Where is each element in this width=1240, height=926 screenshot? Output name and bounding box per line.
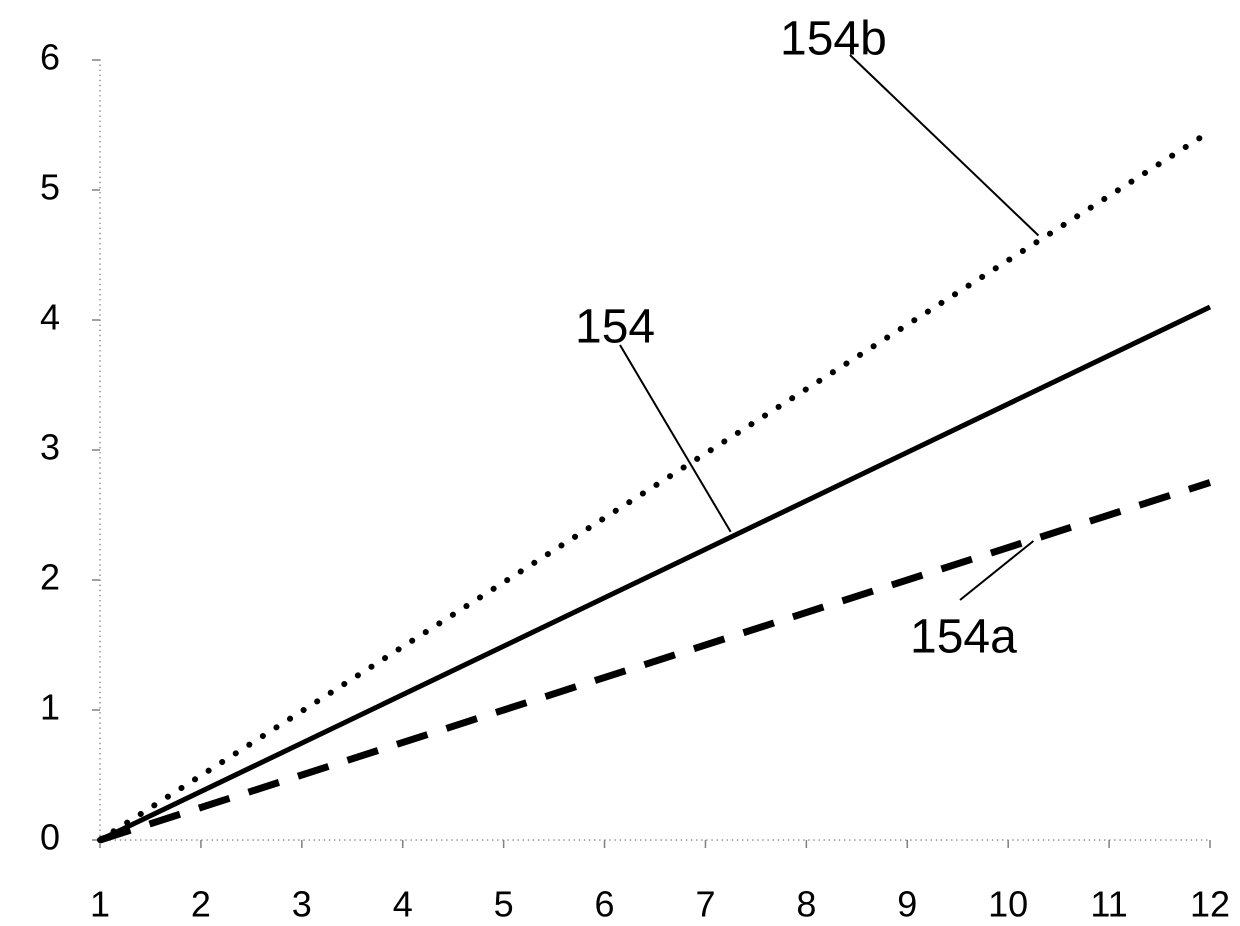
callout-154a-label: 154a — [910, 611, 1017, 664]
x-tick-label: 10 — [988, 883, 1028, 924]
x-tick-label: 12 — [1190, 883, 1230, 924]
x-tick-label: 8 — [796, 883, 816, 924]
y-tick-label: 4 — [40, 297, 60, 338]
chart-background — [0, 0, 1240, 926]
callout-154b-label: 154b — [780, 13, 887, 66]
x-tick-label: 6 — [595, 883, 615, 924]
x-tick-label: 1 — [90, 883, 110, 924]
x-tick-label: 5 — [494, 883, 514, 924]
x-tick-label: 4 — [393, 883, 413, 924]
y-tick-label: 2 — [40, 557, 60, 598]
line-chart: 1234567891011120123456154b154154a — [0, 0, 1240, 926]
y-tick-label: 5 — [40, 167, 60, 208]
y-tick-label: 1 — [40, 687, 60, 728]
y-tick-label: 6 — [40, 37, 60, 78]
x-tick-label: 7 — [695, 883, 715, 924]
x-tick-label: 9 — [897, 883, 917, 924]
x-tick-label: 3 — [292, 883, 312, 924]
x-tick-label: 11 — [1090, 883, 1127, 924]
chart-svg: 1234567891011120123456154b154154a — [0, 0, 1240, 926]
x-tick-label: 2 — [191, 883, 211, 924]
y-tick-label: 3 — [40, 427, 60, 468]
y-tick-label: 0 — [40, 817, 60, 858]
callout-154-label: 154 — [575, 301, 655, 354]
